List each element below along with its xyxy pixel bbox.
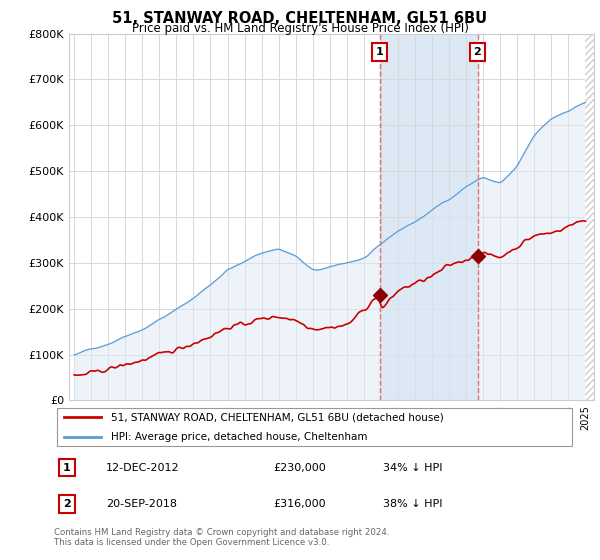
Text: £230,000: £230,000 — [273, 463, 326, 473]
Text: 1: 1 — [63, 463, 71, 473]
Text: 51, STANWAY ROAD, CHELTENHAM, GL51 6BU (detached house): 51, STANWAY ROAD, CHELTENHAM, GL51 6BU (… — [112, 412, 444, 422]
Text: 2: 2 — [473, 47, 481, 57]
Text: HPI: Average price, detached house, Cheltenham: HPI: Average price, detached house, Chel… — [112, 432, 368, 442]
Text: 38% ↓ HPI: 38% ↓ HPI — [383, 499, 442, 509]
FancyBboxPatch shape — [56, 408, 572, 446]
Text: 12-DEC-2012: 12-DEC-2012 — [106, 463, 180, 473]
Text: Price paid vs. HM Land Registry's House Price Index (HPI): Price paid vs. HM Land Registry's House … — [131, 22, 469, 35]
Text: 1: 1 — [376, 47, 383, 57]
Text: 2: 2 — [63, 499, 71, 509]
Bar — [380, 34, 478, 400]
Text: 20-SEP-2018: 20-SEP-2018 — [106, 499, 177, 509]
Text: Contains HM Land Registry data © Crown copyright and database right 2024.
This d: Contains HM Land Registry data © Crown c… — [54, 528, 389, 547]
Text: £316,000: £316,000 — [273, 499, 326, 509]
Text: 51, STANWAY ROAD, CHELTENHAM, GL51 6BU: 51, STANWAY ROAD, CHELTENHAM, GL51 6BU — [112, 11, 488, 26]
Text: 34% ↓ HPI: 34% ↓ HPI — [383, 463, 442, 473]
